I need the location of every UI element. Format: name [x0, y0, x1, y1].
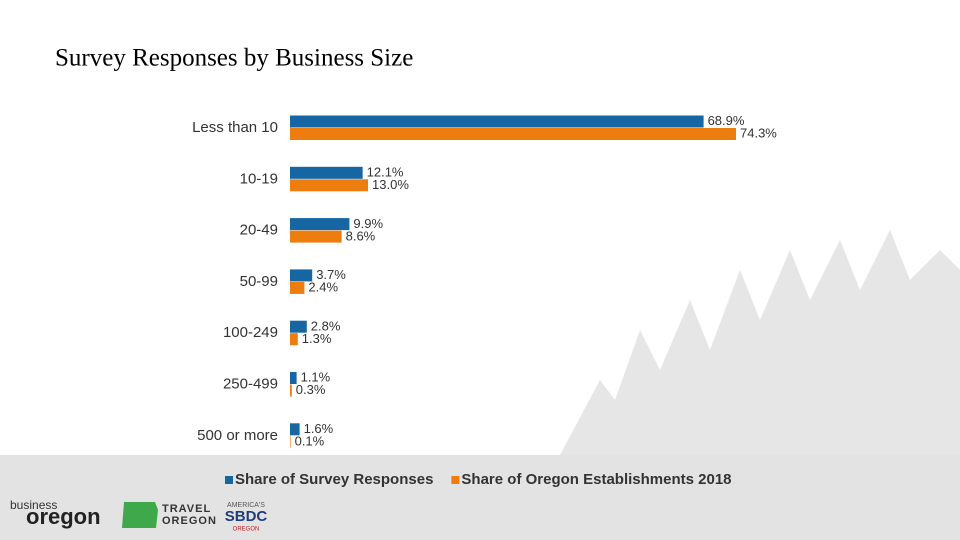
bar [290, 128, 736, 140]
bar [290, 333, 298, 346]
logo-text: oregon [26, 504, 101, 529]
legend-label: Share of Oregon Establishments 2018 [461, 471, 731, 488]
value-label: 0.1% [295, 433, 325, 448]
bar [290, 115, 704, 128]
chart-title: Survey Responses by Business Size [55, 45, 413, 72]
value-label: 74.3% [740, 126, 777, 141]
value-label: 0.3% [296, 382, 326, 397]
bar [290, 384, 292, 397]
logo-text: TRAVEL [162, 503, 211, 515]
value-label: 12.1% [367, 164, 404, 179]
bar [290, 230, 342, 243]
logo-text: AMERICA'S [227, 502, 265, 509]
bar [290, 435, 291, 448]
y-tick-label: 50-99 [240, 273, 278, 290]
y-tick-label: 250-499 [223, 375, 278, 392]
logo-text: SBDC [225, 508, 268, 525]
bar [290, 218, 350, 231]
footer-band [0, 455, 960, 540]
bar [290, 269, 313, 282]
y-tick-label: 20-49 [240, 222, 278, 239]
y-tick-label: 100-249 [223, 324, 278, 341]
logos: business oregon TRAVEL OREGON AMERICA'S … [10, 498, 267, 532]
bar [290, 372, 297, 384]
y-tick-label: 500 or more [197, 427, 278, 444]
value-label: 1.6% [304, 421, 334, 436]
bar [290, 166, 363, 179]
y-tick-label: Less than 10 [192, 119, 278, 136]
value-label: 1.1% [301, 370, 331, 385]
value-label: 8.6% [346, 228, 376, 243]
logo-text: business [10, 498, 57, 512]
legend-swatch [225, 476, 233, 484]
bar [290, 320, 307, 333]
oregon-shape [122, 502, 158, 528]
bar [290, 281, 305, 294]
value-label: 9.9% [353, 216, 383, 231]
value-label: 2.4% [308, 280, 338, 295]
y-tick-label: 10-19 [240, 170, 278, 187]
logo-text: OREGON [233, 527, 260, 533]
bar [290, 179, 369, 192]
plot: Less than 10 68.9%74.3% 10-19 12.1%13.0% 20-… [192, 113, 777, 488]
logo-text: OREGON [162, 515, 217, 527]
value-label: 68.9% [708, 113, 745, 128]
value-label: 13.0% [372, 177, 409, 192]
tree-silhouette [560, 230, 960, 455]
bar [290, 423, 300, 436]
value-label: 3.7% [316, 267, 346, 282]
legend-label: Share of Survey Responses [235, 471, 433, 488]
value-label: 2.8% [311, 318, 341, 333]
value-label: 1.3% [302, 331, 332, 346]
legend-swatch [451, 476, 460, 484]
